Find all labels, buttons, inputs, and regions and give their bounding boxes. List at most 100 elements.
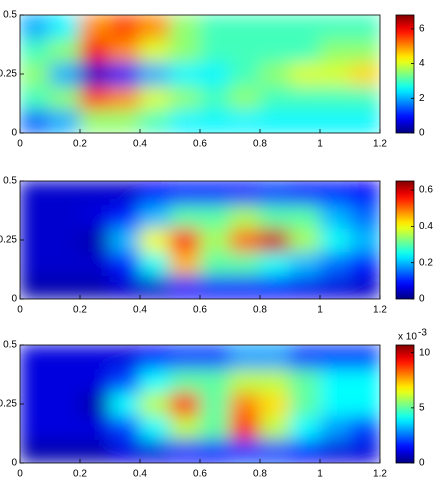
y-tick-label: 0	[11, 128, 17, 139]
heatmap-cell	[289, 251, 321, 276]
heatmap-cell	[20, 204, 51, 229]
heatmap-cell	[319, 415, 351, 440]
x-tick-label: 1	[317, 469, 323, 480]
heatmap-cell	[169, 15, 201, 40]
colorbar-tick-label: 4	[419, 58, 425, 69]
y-tick-label: 0.5	[3, 340, 17, 351]
heatmap-cell	[349, 204, 380, 229]
heatmap-cell	[109, 108, 141, 133]
heatmap-cell	[349, 85, 380, 110]
heatmap-cell	[79, 368, 111, 393]
heatmap-cell	[319, 61, 351, 87]
colorbar	[395, 14, 415, 134]
heatmap-cell	[109, 227, 141, 253]
heatmap-cell	[20, 181, 51, 206]
heatmap-cell	[229, 391, 261, 417]
heatmap-cell	[79, 438, 111, 463]
heatmap-cell	[319, 181, 351, 206]
heatmap-cell	[79, 108, 111, 133]
heatmap-cell	[229, 227, 261, 253]
heatmap-cell	[199, 368, 231, 393]
heatmap-cell	[199, 85, 231, 110]
heatmap-cell	[349, 415, 380, 440]
heatmap-cell	[49, 345, 81, 370]
heatmap-cell	[259, 227, 291, 253]
heatmap-cell	[79, 391, 111, 417]
heatmap-cell	[199, 251, 231, 276]
heatmap-cell	[319, 38, 351, 63]
heatmap-cell	[79, 38, 111, 63]
heatmap-cell	[139, 181, 171, 206]
heatmap-cell	[289, 204, 321, 229]
heatmap-cell	[109, 274, 141, 299]
heatmap-cell	[319, 251, 351, 276]
heatmap-cell	[49, 38, 81, 63]
heatmap-cell	[349, 227, 380, 253]
heatmap-cell	[259, 251, 291, 276]
heatmap-cell	[319, 391, 351, 417]
colorbar-tick-label: 0.6	[419, 185, 433, 196]
colorbar	[395, 344, 415, 464]
heatmap-cell	[20, 15, 51, 40]
heatmap-cell	[139, 274, 171, 299]
heatmap-cell	[349, 38, 380, 63]
heatmap-cell	[289, 61, 321, 87]
heatmap-cell	[349, 61, 380, 87]
heatmap-cell	[349, 181, 380, 206]
heatmap-cell	[259, 181, 291, 206]
heatmap-cell	[109, 415, 141, 440]
y-tick-label: 0.25	[0, 69, 17, 80]
colorbar-tick-label: 0.4	[419, 221, 433, 232]
heatmap-cell	[139, 415, 171, 440]
heatmap-cell	[139, 391, 171, 417]
heatmap-cell	[199, 61, 231, 87]
heatmap-cell	[229, 181, 261, 206]
heatmap-cell	[49, 204, 81, 229]
x-tick-label: 1.2	[373, 305, 387, 316]
heatmap-cell	[349, 345, 380, 370]
heatmap-cell	[109, 391, 141, 417]
heatmap-cell	[49, 85, 81, 110]
heatmap-cell	[49, 181, 81, 206]
heatmap-cell	[349, 15, 380, 40]
heatmap-cell	[349, 251, 380, 276]
heatmap-cell	[139, 251, 171, 276]
heatmap-cell	[20, 85, 51, 110]
heatmap-cell	[259, 38, 291, 63]
x-tick-label: 0.4	[133, 139, 147, 150]
heatmap-cell	[49, 274, 81, 299]
heatmap-cell	[319, 438, 351, 463]
heatmap-cell	[169, 345, 201, 370]
heatmap-cell	[259, 108, 291, 133]
heatmap-cell	[79, 181, 111, 206]
heatmap-cell	[169, 61, 201, 87]
x-tick-label: 0.6	[193, 469, 207, 480]
y-tick-label: 0.25	[0, 399, 17, 410]
heatmap-cell	[319, 108, 351, 133]
heatmap-cell	[349, 391, 380, 417]
heatmap-cell	[319, 368, 351, 393]
colorbar-tick-label: 2	[419, 93, 425, 104]
heatmap-cell	[169, 181, 201, 206]
x-tick-label: 0.4	[133, 305, 147, 316]
heatmap-cell	[49, 438, 81, 463]
x-tick-label: 0.2	[73, 305, 87, 316]
heatmap-cell	[199, 15, 231, 40]
colorbar-multiplier: x 10	[398, 332, 417, 343]
heatmap-cell	[199, 227, 231, 253]
heatmap-cell	[319, 204, 351, 229]
heatmap-cell	[79, 251, 111, 276]
heatmap-cell	[139, 227, 171, 253]
heatmap-cell	[20, 274, 51, 299]
heatmap-field	[20, 181, 380, 299]
heatmap-cell	[169, 438, 201, 463]
heatmap-cell	[169, 108, 201, 133]
heatmap-cell	[229, 108, 261, 133]
heatmap-cell	[289, 85, 321, 110]
heatmap-cell	[20, 38, 51, 63]
heatmap-cell	[199, 438, 231, 463]
y-tick-label: 0	[11, 458, 17, 469]
heatmap-cell	[109, 368, 141, 393]
heatmap-cell	[169, 251, 201, 276]
x-tick-label: 0.8	[253, 469, 267, 480]
